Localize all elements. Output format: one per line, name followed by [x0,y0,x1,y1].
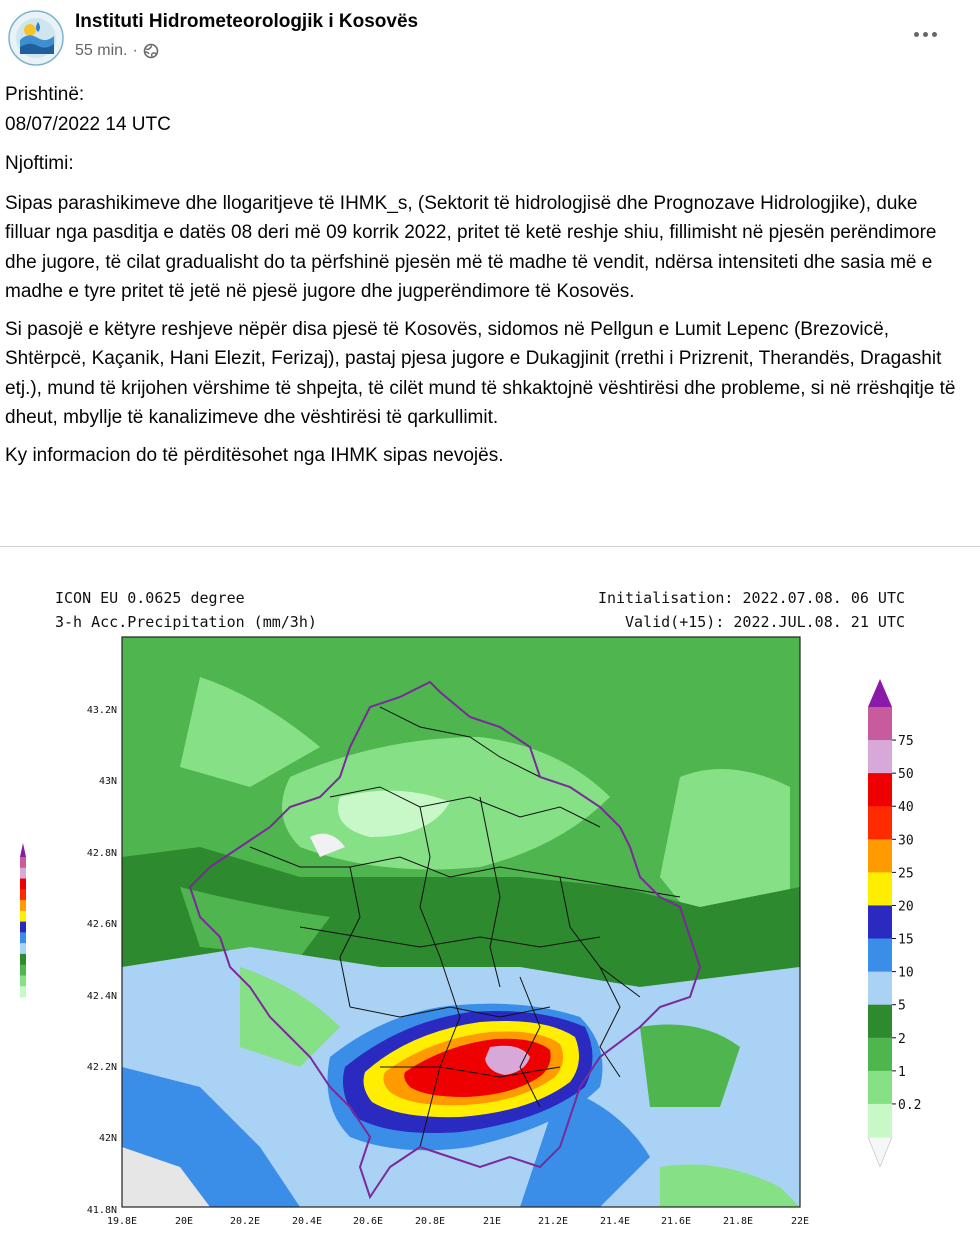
post-divider [0,546,980,547]
mini-legend-swatch [20,867,26,879]
legend-level-label: 25 [898,866,914,881]
lat-tick-label: 42.8N [87,848,117,859]
map-variable-label: 3-h Acc.Precipitation (mm/3h) [55,613,317,631]
legend-swatch [868,1004,892,1039]
post-timestamp[interactable]: 55 min. [75,42,128,59]
legend-swatch [868,839,892,873]
lat-tick-label: 42.2N [87,1062,117,1073]
meta-separator: · [132,42,138,59]
mini-legend-swatch [20,943,26,955]
post-header: Instituti Hidrometeorologjik i Kosovës 5… [0,0,980,74]
legend-level-label: 20 [898,899,914,914]
legend-level-label: 0.2 [898,1098,921,1113]
legend-swatch [868,905,892,940]
legend-arrow-top [868,679,892,707]
mini-legend-swatch [20,975,26,987]
mini-legend-swatch [20,900,26,912]
legend-swatch [868,872,892,906]
legend-level-label: 5 [898,999,906,1014]
lat-tick-label: 41.8N [87,1205,117,1216]
precipitation-map: ICON EU 0.0625 degree 3-h Acc.Precipitat… [20,589,921,1227]
municipal-borders [249,706,681,1148]
legend-arrow-bottom [867,1136,893,1168]
lon-tick-label: 21.2E [538,1216,568,1227]
lon-tick-label: 21.8E [723,1216,753,1227]
legend-level-label: 40 [898,800,914,815]
mini-legend-swatch [20,932,26,944]
mini-legend-swatch [20,857,26,869]
mini-legend-swatch [20,964,26,976]
page-avatar[interactable] [8,10,64,66]
lon-tick-label: 19.8E [107,1216,137,1227]
lon-tick-label: 20.2E [230,1216,260,1227]
mini-legend-swatch [20,910,26,922]
legend-swatch [868,971,892,1006]
legend-level-label: 2 [898,1032,906,1047]
post-paragraph: Prishtinë: [5,84,85,105]
lon-tick-label: 20.4E [292,1216,322,1227]
legend-level-label: 50 [898,767,914,782]
lat-tick-label: 42.6N [87,919,117,930]
post-paragraph: Ky informacion do të përditësohet nga IH… [5,444,504,466]
map-frame [121,636,801,1208]
mini-legend-swatch [20,953,26,965]
legend-swatch [868,773,892,807]
mini-legend-swatch [20,921,26,933]
post-image[interactable]: ICON EU 0.0625 degree 3-h Acc.Precipitat… [0,547,980,1232]
mini-legend-swatch [20,878,26,890]
post-paragraph: 08/07/2022 14 UTC [5,113,171,135]
post-meta: 55 min. · [75,42,159,60]
dot-icon [931,31,937,37]
map-valid-label: Valid(+15): 2022.JUL.08. 21 UTC [625,613,905,631]
precip-legend: 75 50 40 30 25 20 15 10 5 2 1 0.2 [867,679,921,1168]
globe-icon [143,43,159,59]
more-options-button[interactable] [905,18,945,50]
lon-tick-label: 20E [175,1216,193,1227]
lon-tick-label: 22E [791,1216,809,1227]
legend-swatch [868,707,892,741]
post-body: Prishtinë: 08/07/2022 14 UTC Njoftimi: S… [5,80,965,478]
post-paragraph: Njoftimi: [5,153,74,174]
map-init-label: Initialisation: 2022.07.08. 06 UTC [598,589,905,607]
lon-tick-label: 21.6E [661,1216,691,1227]
longitude-axis: 19.8E 20E 20.2E 20.4E 20.6E 20.8E 21E 21… [107,1216,809,1227]
legend-swatch [868,1037,892,1072]
mini-legend [20,843,26,998]
dot-icon [922,31,928,37]
ihmk-logo-icon [8,10,64,66]
latitude-axis: 43.2N 43N 42.8N 42.6N 42.4N 42.2N 42N 41… [87,705,117,1216]
legend-swatch [868,1070,892,1105]
lon-tick-label: 21E [483,1216,501,1227]
post-paragraph: Si pasojë e këtyre reshjeve nëpër disa p… [5,318,956,429]
lat-tick-label: 42N [99,1133,117,1144]
legend-swatch [868,740,892,774]
legend-level-label: 1 [898,1065,906,1080]
lon-tick-label: 21.4E [600,1216,630,1227]
mini-legend-arrow [20,843,26,857]
mini-legend-swatch [20,889,26,901]
legend-swatch [868,1103,892,1138]
legend-level-label: 75 [898,734,914,749]
lat-tick-label: 43.2N [87,705,117,716]
mini-legend-swatch [20,986,26,998]
precip-field [122,637,800,1207]
post-paragraph: Sipas parashikimeve dhe llogaritjeve të … [5,192,937,303]
legend-level-label: 30 [898,833,914,848]
legend-swatch [868,806,892,840]
lat-tick-label: 42.4N [87,991,117,1002]
dot-icon [913,31,919,37]
lon-tick-label: 20.8E [415,1216,445,1227]
legend-swatch [868,938,892,973]
map-model-label: ICON EU 0.0625 degree [55,589,245,607]
page-name[interactable]: Instituti Hidrometeorologjik i Kosovës [75,11,419,32]
legend-level-label: 10 [898,966,914,981]
lon-tick-label: 20.6E [353,1216,383,1227]
legend-level-label: 15 [898,933,914,948]
lat-tick-label: 43N [99,776,117,787]
kosovo-border [188,680,702,1200]
